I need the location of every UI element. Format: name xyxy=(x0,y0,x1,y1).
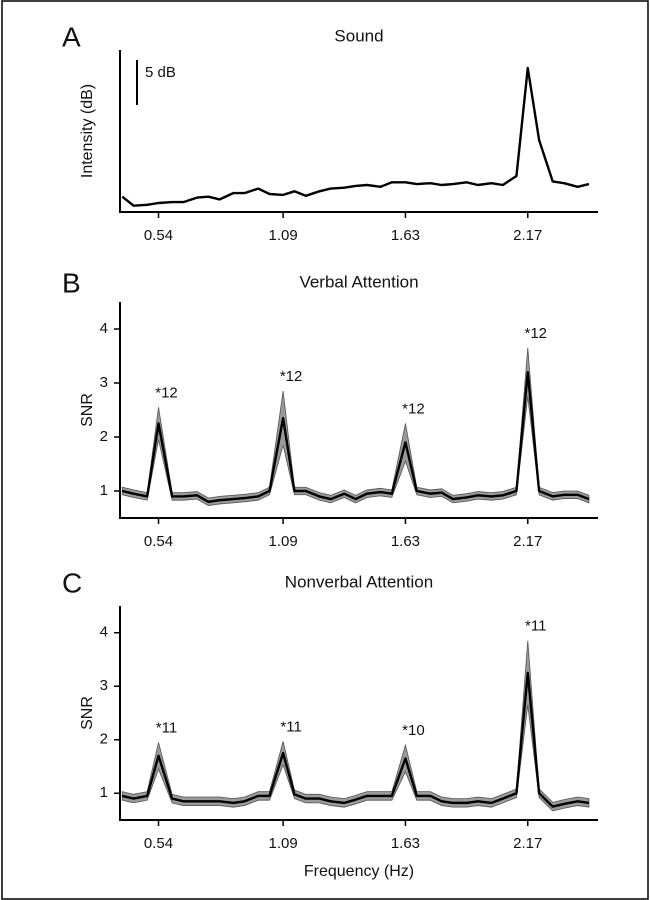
annotation: *11 xyxy=(525,618,546,635)
x-tick-label: 1.63 xyxy=(391,227,420,244)
annotation: *11 xyxy=(156,719,177,736)
panel-title: Nonverbal Attention xyxy=(285,572,433,591)
x-tick-label: 0.54 xyxy=(144,835,173,852)
x-tick-label: 1.09 xyxy=(269,227,298,244)
panel-title: Sound xyxy=(334,26,383,45)
annotation: *12 xyxy=(525,325,548,342)
x-tick-label: 1.63 xyxy=(391,835,420,852)
x-axis-label: Frequency (Hz) xyxy=(304,863,414,880)
data-line xyxy=(121,66,590,207)
annotation: *10 xyxy=(402,722,425,739)
error-band xyxy=(121,640,590,812)
y-tick-label: 3 xyxy=(100,374,108,391)
data-line xyxy=(121,371,590,503)
y-tick-label: 1 xyxy=(100,784,108,801)
data-line xyxy=(121,671,590,808)
x-tick-label: 0.54 xyxy=(144,533,173,550)
annotation: *11 xyxy=(280,718,301,735)
x-tick-label: 2.17 xyxy=(513,533,542,550)
x-tick-label: 1.09 xyxy=(269,835,298,852)
y-axis-label: SNR xyxy=(79,393,96,427)
x-tick-label: 2.17 xyxy=(513,227,542,244)
annotation: *12 xyxy=(155,384,178,401)
x-tick-label: 1.09 xyxy=(269,533,298,550)
scale-bar-label: 5 dB xyxy=(145,64,176,81)
y-tick-label: 2 xyxy=(100,731,108,748)
panel-letter: A xyxy=(62,21,81,52)
y-axis-label: Intensity (dB) xyxy=(79,84,96,178)
panel-title: Verbal Attention xyxy=(299,272,418,291)
annotation: *12 xyxy=(402,400,425,417)
y-tick-label: 4 xyxy=(100,320,108,337)
panel-letter: C xyxy=(62,567,82,598)
y-tick-label: 1 xyxy=(100,482,108,499)
y-axis-label: SNR xyxy=(79,696,96,730)
x-tick-label: 0.54 xyxy=(144,227,173,244)
y-tick-label: 3 xyxy=(100,677,108,694)
error-band xyxy=(121,347,590,506)
x-tick-label: 2.17 xyxy=(513,835,542,852)
y-tick-label: 2 xyxy=(100,428,108,445)
panel-letter: B xyxy=(62,267,81,298)
annotation: *12 xyxy=(280,368,303,385)
y-tick-label: 4 xyxy=(100,624,108,641)
x-tick-label: 1.63 xyxy=(391,533,420,550)
